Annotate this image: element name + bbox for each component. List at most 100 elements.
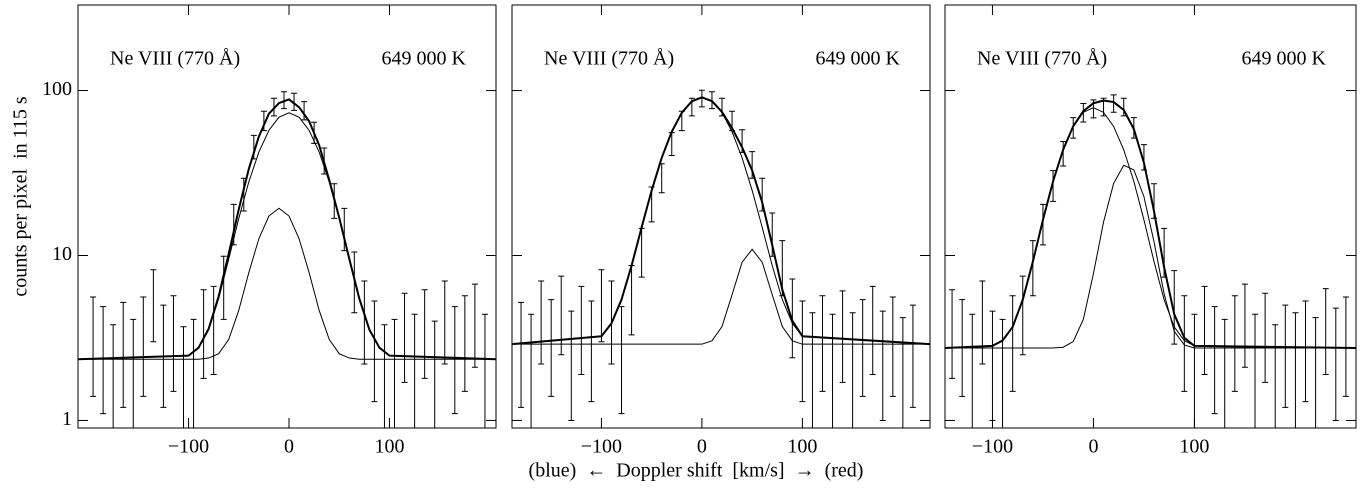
fit-curve — [78, 98, 496, 361]
error-bar — [291, 92, 298, 111]
error-bar — [220, 255, 227, 320]
error-bar — [120, 301, 127, 408]
y-tick-label: 100 — [42, 78, 72, 100]
error-bar — [1060, 140, 1067, 167]
error-bar — [1272, 324, 1279, 428]
error-bar — [150, 269, 157, 343]
error-bar — [1181, 295, 1188, 392]
error-bar — [1009, 295, 1016, 392]
x-tick-label: 100 — [787, 436, 817, 458]
error-bar — [200, 289, 207, 379]
error-bar — [819, 295, 826, 392]
error-bar — [1120, 97, 1127, 117]
fit-curve — [78, 207, 496, 360]
error-bar — [859, 299, 866, 397]
error-bar — [879, 310, 886, 421]
error-bar — [110, 324, 117, 428]
error-bar — [889, 296, 896, 397]
error-bar — [598, 269, 605, 343]
error-bar — [1221, 318, 1228, 428]
error-bar — [361, 280, 368, 365]
error-bar — [568, 310, 575, 421]
annotation: Ne VIII (770 Å) — [544, 48, 674, 70]
error-bar — [1302, 300, 1309, 403]
error-bar — [658, 163, 665, 194]
error-bar — [1252, 313, 1259, 428]
error-bar — [461, 295, 468, 392]
annotation: 649 000 K — [816, 48, 901, 70]
error-bar — [558, 275, 565, 356]
error-bar — [1231, 295, 1238, 392]
error-bar — [829, 313, 836, 428]
error-bar — [180, 326, 187, 428]
error-bar — [210, 285, 217, 375]
error-bar — [1322, 288, 1329, 375]
error-bar — [839, 290, 846, 383]
error-bar — [371, 300, 378, 403]
error-bar — [441, 280, 448, 365]
x-tick-label: 0 — [284, 436, 294, 458]
fit-curve — [512, 96, 930, 346]
plot-frame — [77, 4, 497, 429]
plot-area — [512, 89, 930, 428]
error-bar — [1292, 312, 1299, 428]
x-tick-label: 0 — [697, 436, 707, 458]
error-bar — [1241, 283, 1248, 368]
fit-curve — [945, 164, 1356, 349]
error-bar — [190, 318, 197, 428]
error-bar — [421, 289, 428, 379]
error-bar — [538, 280, 545, 365]
error-bar — [1332, 307, 1339, 421]
error-bar — [869, 285, 876, 375]
fit-curve — [945, 107, 1356, 349]
error-bar — [969, 313, 976, 428]
x-tick-label: −100 — [581, 436, 622, 458]
fit-curve — [512, 96, 930, 345]
error-bar — [618, 306, 625, 415]
error-bar — [301, 101, 308, 121]
error-bar — [1050, 170, 1057, 202]
annotation: 649 000 K — [382, 48, 467, 70]
error-bar — [170, 295, 177, 392]
fit-curve — [78, 112, 496, 360]
error-bar — [799, 300, 806, 403]
error-bar — [1039, 203, 1046, 246]
error-bar — [949, 289, 956, 379]
error-bar — [1312, 317, 1319, 428]
error-bar — [381, 324, 388, 428]
y-tick-label: 10 — [52, 243, 72, 265]
annotation: Ne VIII (770 Å) — [977, 48, 1107, 70]
error-bar — [1191, 313, 1198, 428]
error-bar — [528, 313, 535, 428]
error-bar — [481, 313, 488, 428]
error-bar — [411, 313, 418, 428]
x-tick-label: 100 — [1179, 436, 1209, 458]
plot-area — [945, 94, 1356, 428]
y-axis-label: counts per pixel in 115 s — [10, 96, 32, 297]
error-bar — [90, 296, 97, 397]
error-bar — [451, 306, 458, 415]
error-bar — [989, 310, 996, 421]
error-bar — [1282, 304, 1289, 408]
x-tick-label: −100 — [168, 436, 209, 458]
error-bar — [391, 318, 398, 428]
error-bar — [1262, 292, 1269, 383]
fit-curve — [512, 248, 930, 345]
error-bar — [431, 320, 438, 428]
x-axis-label: (blue) ← Doppler shift [km/s] → (red) — [529, 460, 864, 482]
error-bar — [1029, 240, 1036, 297]
x-tick-label: 100 — [374, 436, 404, 458]
error-bar — [809, 312, 816, 428]
error-bar — [140, 296, 147, 397]
error-bar — [899, 317, 906, 428]
error-bar — [1201, 285, 1208, 375]
error-bar — [1019, 275, 1026, 356]
error-bar — [130, 318, 137, 428]
error-bar — [1211, 306, 1218, 415]
error-bar — [548, 299, 555, 397]
error-bar — [849, 312, 856, 428]
x-tick-label: 0 — [1088, 436, 1098, 458]
error-bar — [1110, 94, 1117, 113]
error-bar — [979, 280, 986, 365]
